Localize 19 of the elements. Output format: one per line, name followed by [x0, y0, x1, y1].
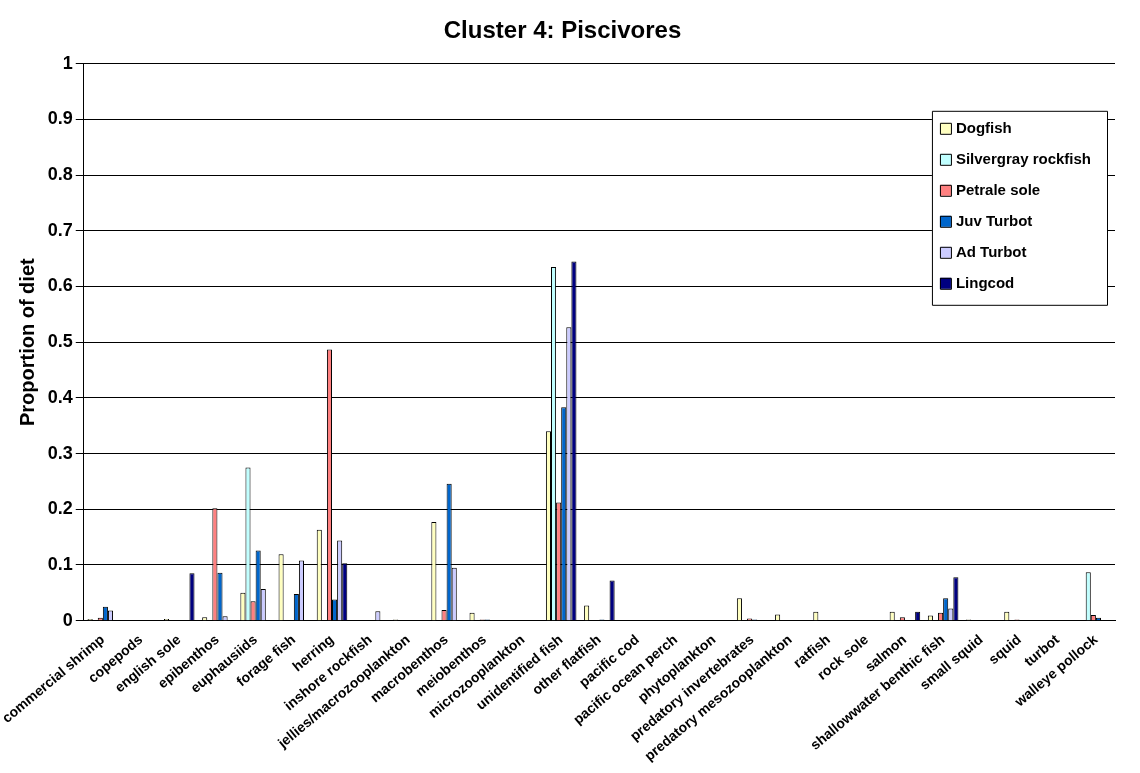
- y-tick-label: 0.1: [47, 553, 73, 574]
- legend-label: Lingcod: [955, 273, 1015, 291]
- y-tick-label: 0.5: [47, 331, 73, 352]
- legend-label: Ad Turbot: [955, 242, 1027, 260]
- y-tick-label: 0.7: [47, 219, 73, 240]
- y-tick-label: 0.2: [47, 498, 73, 519]
- y-tick-label: 0.8: [47, 164, 73, 185]
- legend-label: Juv Turbot: [955, 211, 1033, 229]
- y-tick-label: 0: [62, 609, 73, 630]
- y-axis-title: Proportion of diet: [16, 258, 39, 427]
- chart-title: Cluster 4: Piscivores: [443, 16, 682, 44]
- y-tick-label: 0.4: [47, 386, 73, 407]
- y-tick-label: 1: [62, 52, 73, 73]
- legend-label: Petrale sole: [955, 180, 1041, 198]
- y-tick-label: 0.9: [47, 108, 73, 129]
- y-tick-label: 0.3: [47, 442, 73, 463]
- legend-label: Dogfish: [955, 118, 1012, 136]
- legend-label: Silvergray rockfish: [955, 149, 1092, 167]
- y-tick-label: 0.6: [47, 275, 73, 296]
